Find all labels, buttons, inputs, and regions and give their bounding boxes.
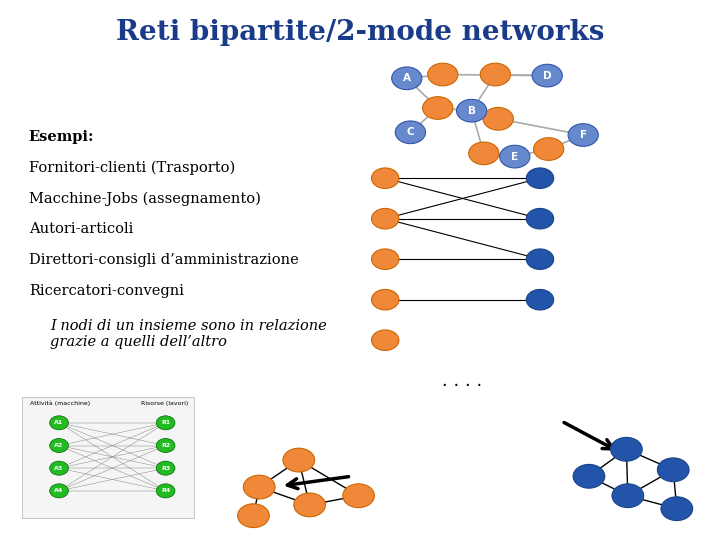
Circle shape: [50, 484, 68, 498]
Text: R3: R3: [161, 465, 170, 471]
Circle shape: [392, 67, 422, 90]
Circle shape: [500, 145, 530, 168]
Circle shape: [534, 138, 564, 160]
Circle shape: [50, 438, 68, 453]
Circle shape: [343, 484, 374, 508]
Circle shape: [423, 97, 453, 119]
Text: Reti bipartite/2-mode networks: Reti bipartite/2-mode networks: [116, 19, 604, 46]
Circle shape: [612, 484, 644, 508]
Text: R1: R1: [161, 420, 170, 426]
Text: A2: A2: [55, 443, 63, 448]
Text: E: E: [511, 152, 518, 161]
Circle shape: [532, 64, 562, 87]
Circle shape: [456, 99, 487, 122]
Circle shape: [156, 484, 175, 498]
Circle shape: [238, 504, 269, 528]
Text: C: C: [407, 127, 414, 137]
Circle shape: [526, 249, 554, 269]
Text: . . . .: . . . .: [442, 372, 482, 390]
Circle shape: [395, 121, 426, 144]
Circle shape: [526, 168, 554, 188]
Circle shape: [294, 493, 325, 517]
Circle shape: [156, 461, 175, 475]
Circle shape: [156, 438, 175, 453]
Text: Esempi:: Esempi:: [29, 130, 94, 144]
Text: A3: A3: [55, 465, 63, 471]
Text: R2: R2: [161, 443, 170, 448]
Text: R4: R4: [161, 488, 170, 494]
Circle shape: [611, 437, 642, 461]
Text: B: B: [467, 106, 476, 116]
Circle shape: [483, 107, 513, 130]
Text: Risorse (lavori): Risorse (lavori): [141, 401, 189, 406]
Circle shape: [372, 208, 399, 229]
Text: A4: A4: [55, 488, 63, 494]
Circle shape: [480, 63, 510, 86]
Circle shape: [526, 289, 554, 310]
Circle shape: [526, 208, 554, 229]
Circle shape: [469, 142, 499, 165]
Text: Fornitori-clienti (Trasporto): Fornitori-clienti (Trasporto): [29, 160, 235, 175]
Circle shape: [50, 461, 68, 475]
Text: Macchine-Jobs (assegnamento): Macchine-Jobs (assegnamento): [29, 191, 261, 206]
Text: Attività (macchine): Attività (macchine): [30, 401, 91, 406]
Circle shape: [50, 416, 68, 430]
Text: Autori-articoli: Autori-articoli: [29, 222, 133, 236]
Circle shape: [243, 475, 275, 499]
Circle shape: [657, 458, 689, 482]
Text: F: F: [580, 130, 587, 140]
Circle shape: [156, 416, 175, 430]
Circle shape: [573, 464, 605, 488]
Circle shape: [372, 289, 399, 310]
Text: A1: A1: [55, 420, 63, 426]
Text: I nodi di un insieme sono in relazione
grazie a quelli dell’altro: I nodi di un insieme sono in relazione g…: [50, 319, 327, 349]
Text: Ricercatori-convegni: Ricercatori-convegni: [29, 284, 184, 298]
Circle shape: [372, 330, 399, 350]
Text: Direttori-consigli d’amministrazione: Direttori-consigli d’amministrazione: [29, 253, 299, 267]
Circle shape: [568, 124, 598, 146]
Circle shape: [372, 168, 399, 188]
Text: A: A: [402, 73, 411, 83]
Circle shape: [661, 497, 693, 521]
Circle shape: [283, 448, 315, 472]
Text: D: D: [543, 71, 552, 80]
Circle shape: [372, 249, 399, 269]
Circle shape: [428, 63, 458, 86]
FancyBboxPatch shape: [22, 397, 194, 518]
